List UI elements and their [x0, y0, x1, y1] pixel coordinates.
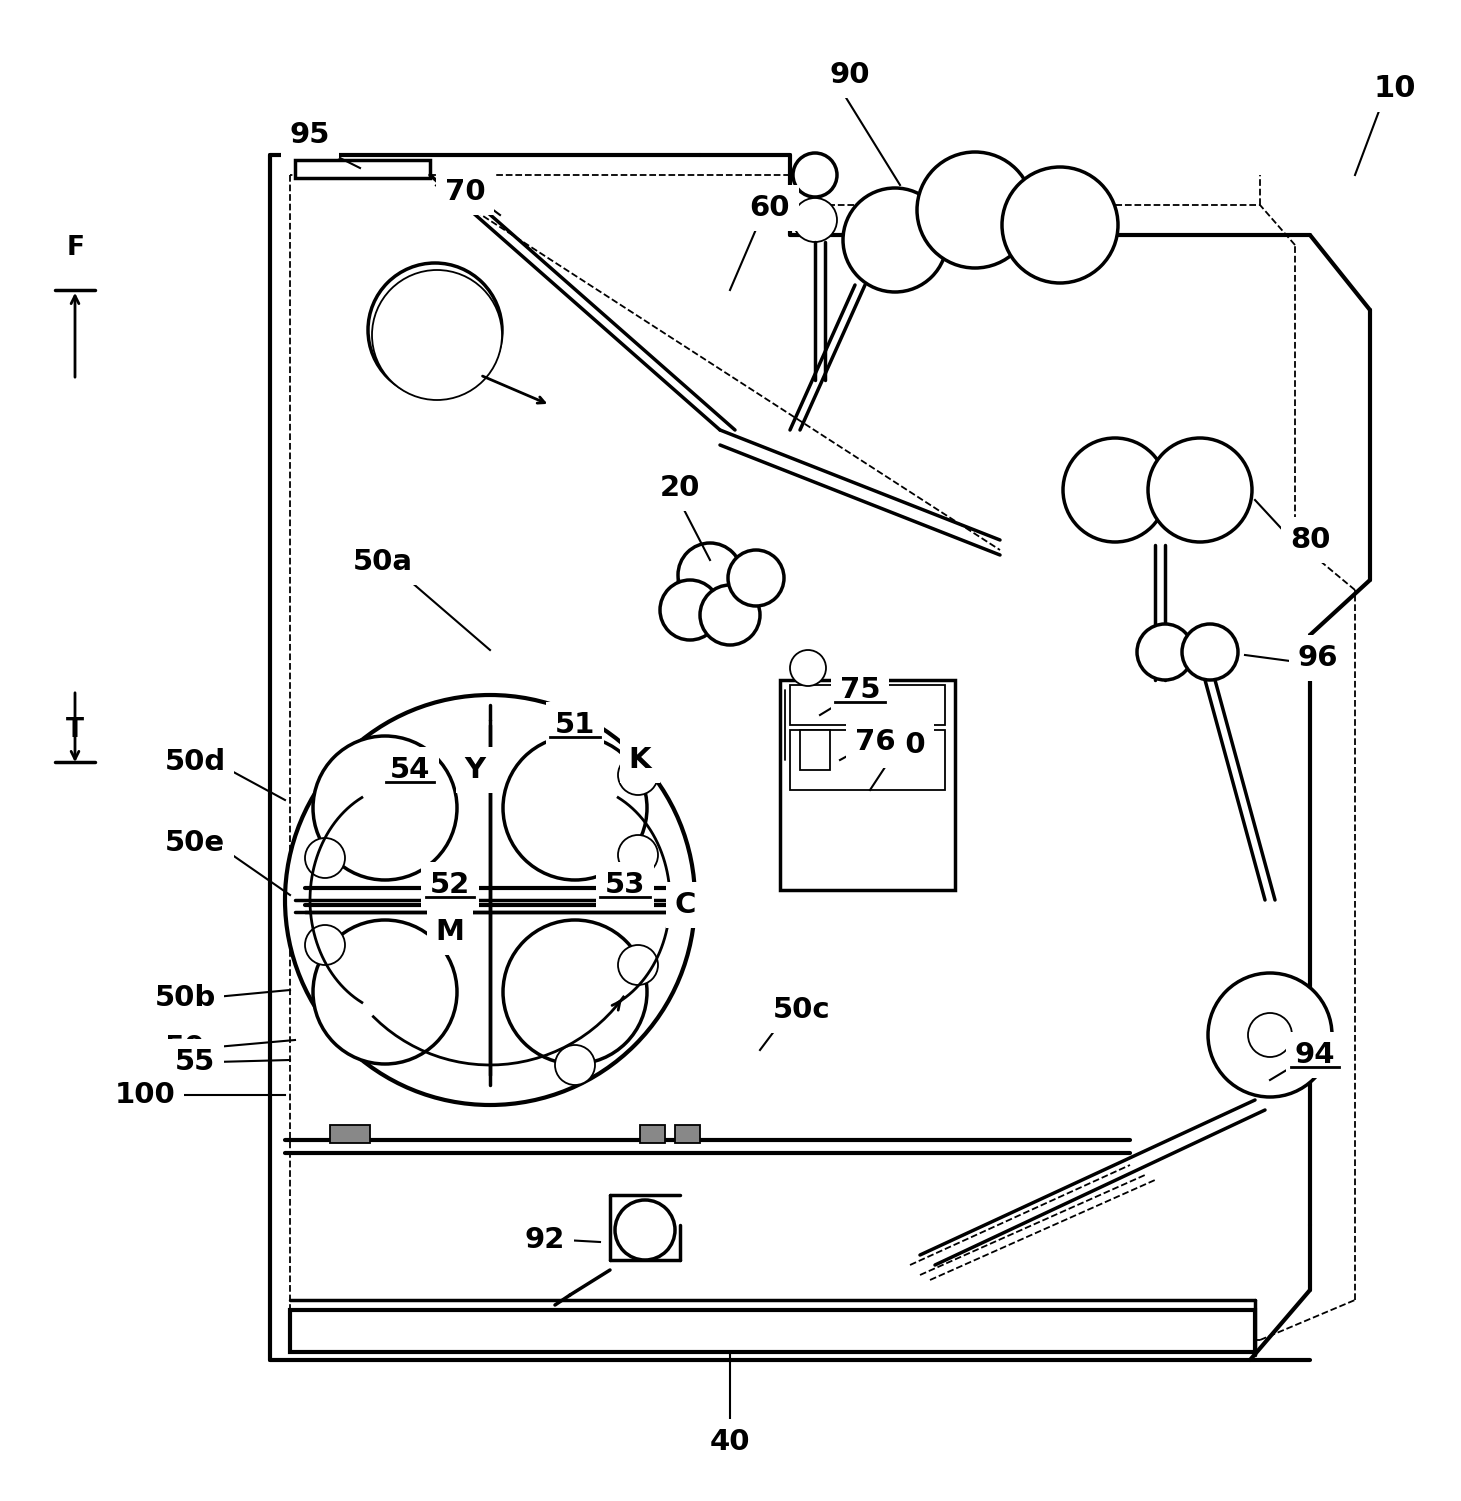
Text: 53: 53: [605, 871, 646, 899]
Bar: [289, 1310, 1255, 1352]
Circle shape: [305, 838, 345, 878]
Circle shape: [678, 543, 742, 606]
Text: 70: 70: [444, 179, 485, 206]
Circle shape: [790, 650, 825, 686]
Circle shape: [313, 735, 457, 880]
Circle shape: [368, 263, 503, 396]
Circle shape: [1182, 624, 1237, 680]
Text: 50a: 50a: [354, 548, 413, 576]
Circle shape: [503, 920, 647, 1064]
Text: 10: 10: [1373, 74, 1416, 102]
Circle shape: [305, 925, 345, 965]
Text: 52: 52: [430, 871, 470, 899]
Circle shape: [285, 695, 695, 1105]
Text: $\mathbf{T}$: $\mathbf{T}$: [66, 717, 85, 743]
Text: 50b: 50b: [155, 985, 216, 1012]
Text: 51: 51: [555, 711, 595, 738]
Text: 95: 95: [289, 122, 330, 149]
Text: 60: 60: [749, 194, 790, 222]
Circle shape: [313, 920, 457, 1064]
Text: 50e: 50e: [165, 829, 225, 857]
Bar: [780, 680, 955, 890]
Text: 20: 20: [660, 474, 700, 501]
Text: 50: 50: [165, 1034, 205, 1063]
Circle shape: [700, 585, 760, 645]
Bar: [295, 161, 430, 179]
Text: 100: 100: [114, 1081, 175, 1109]
Circle shape: [843, 188, 947, 293]
Text: 76: 76: [855, 728, 896, 757]
Circle shape: [615, 1199, 675, 1259]
Circle shape: [373, 270, 503, 399]
Text: 92: 92: [524, 1226, 565, 1253]
Circle shape: [793, 153, 837, 197]
Circle shape: [1064, 438, 1167, 542]
Circle shape: [503, 735, 647, 880]
Text: 50d: 50d: [165, 747, 225, 776]
Text: K: K: [628, 746, 652, 775]
Text: 30: 30: [885, 731, 925, 760]
Text: 40: 40: [710, 1427, 751, 1456]
Text: 80: 80: [1290, 525, 1330, 554]
Bar: [330, 1126, 370, 1142]
Circle shape: [618, 946, 657, 985]
Circle shape: [728, 549, 785, 606]
Text: 96: 96: [1297, 644, 1338, 672]
Text: 54: 54: [390, 757, 430, 784]
Circle shape: [678, 552, 742, 617]
Circle shape: [555, 1045, 595, 1085]
Bar: [295, 161, 430, 179]
Bar: [640, 1126, 665, 1142]
Circle shape: [1148, 438, 1252, 542]
Bar: [675, 1126, 700, 1142]
Text: $\mathbf{F}$: $\mathbf{F}$: [66, 236, 83, 261]
Circle shape: [618, 755, 657, 796]
Circle shape: [618, 835, 657, 875]
Circle shape: [660, 579, 720, 639]
Text: 50c: 50c: [773, 997, 831, 1024]
Bar: [801, 729, 830, 770]
Circle shape: [1002, 167, 1118, 284]
Text: 55: 55: [175, 1048, 215, 1076]
Bar: [790, 684, 945, 725]
Bar: [790, 729, 945, 790]
Text: 75: 75: [840, 675, 880, 704]
Text: M: M: [435, 919, 465, 946]
Circle shape: [1137, 624, 1194, 680]
Circle shape: [1208, 973, 1332, 1097]
Text: Y: Y: [465, 757, 485, 784]
Text: 94: 94: [1294, 1042, 1335, 1069]
Text: 90: 90: [830, 62, 871, 89]
Text: C: C: [675, 892, 695, 919]
Circle shape: [793, 198, 837, 242]
Circle shape: [918, 152, 1033, 269]
Circle shape: [1248, 1013, 1292, 1057]
